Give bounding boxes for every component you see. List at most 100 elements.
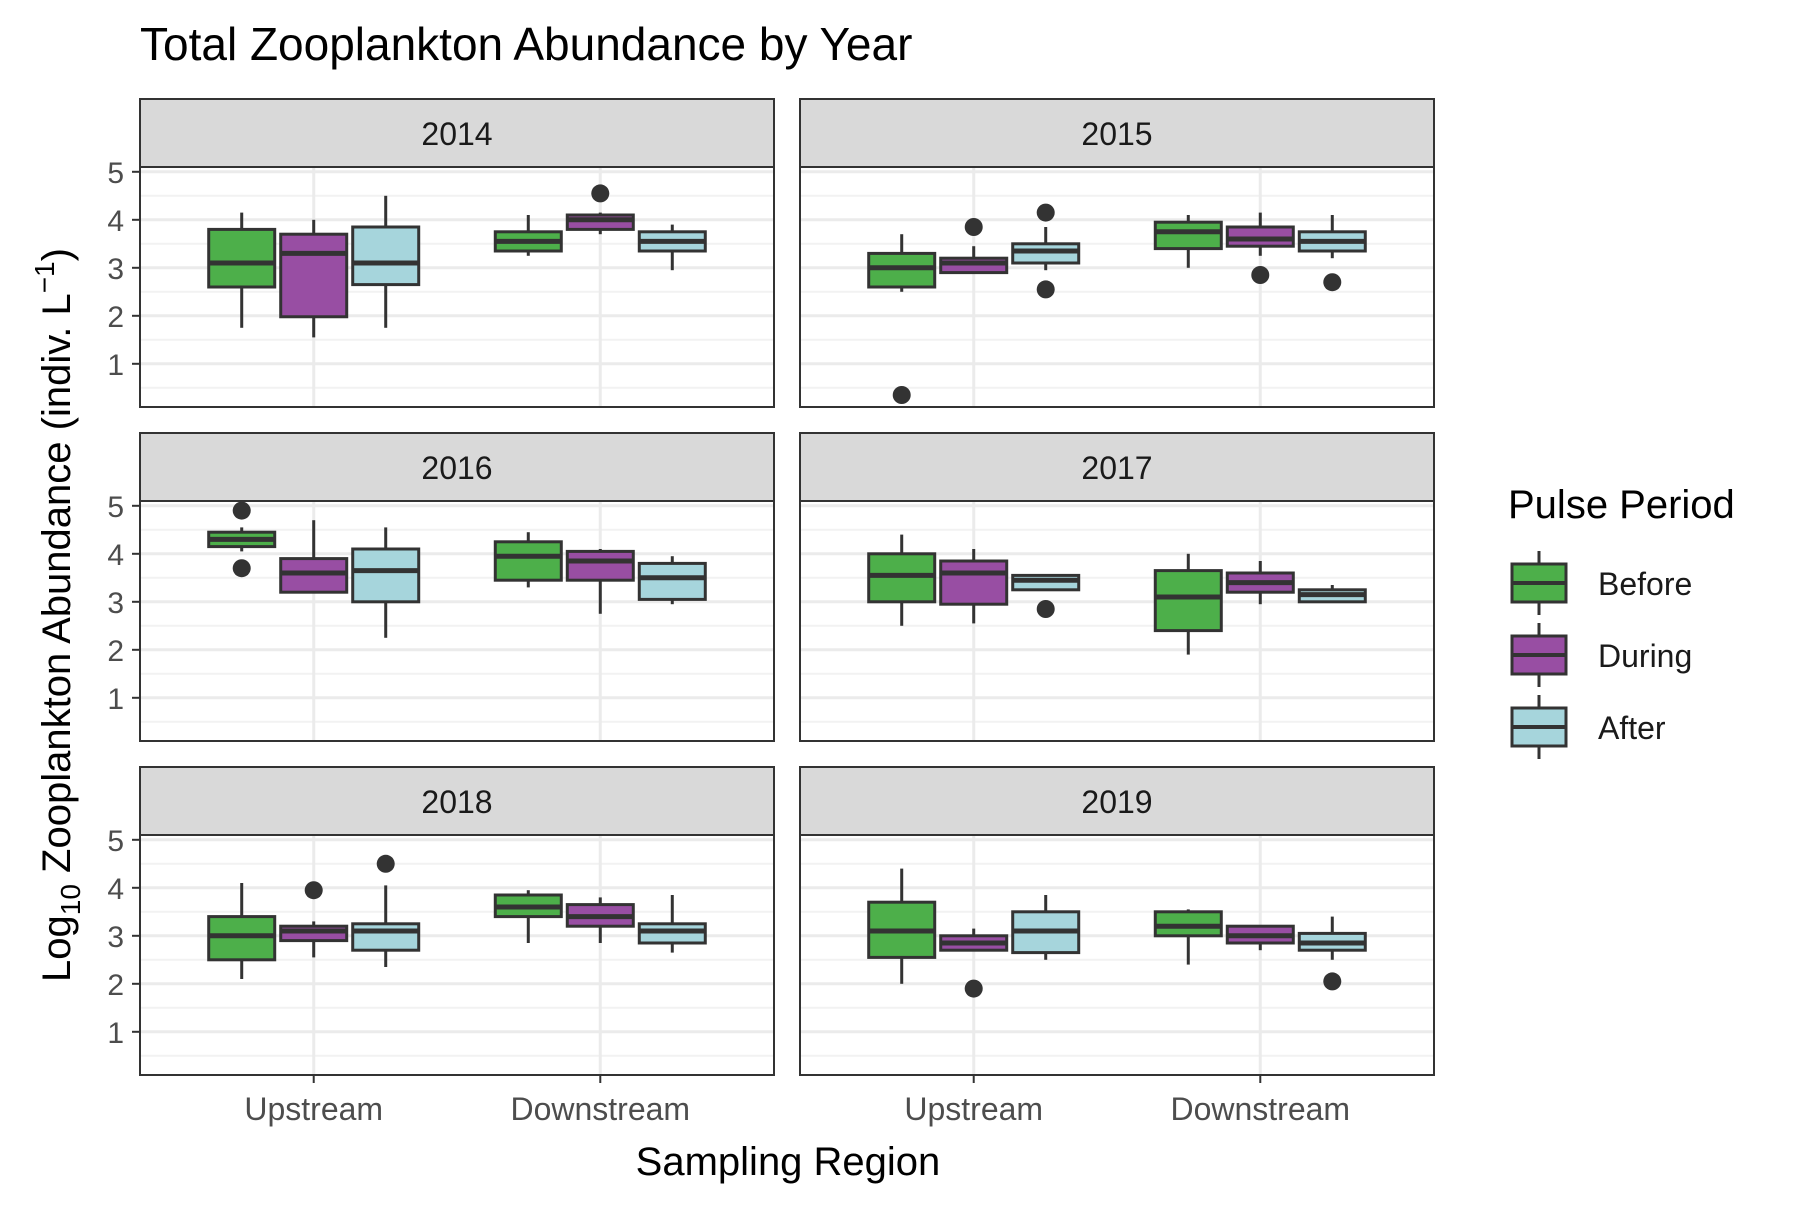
x-tick-label: Downstream bbox=[510, 1091, 690, 1127]
y-tick-label: 3 bbox=[107, 587, 124, 620]
y-tick-label: 1 bbox=[107, 1017, 124, 1050]
legend-item-during: During bbox=[1510, 623, 1692, 687]
box-upstream-during bbox=[939, 218, 1009, 275]
box-body bbox=[493, 540, 563, 582]
facet-panel-2019: 2019 Upstream Downstream bbox=[799, 766, 1435, 1127]
outlier-point bbox=[1036, 203, 1055, 222]
strip-label: 2019 bbox=[1081, 784, 1152, 820]
box-downstream-during bbox=[1225, 212, 1295, 284]
outlier-point bbox=[376, 854, 395, 873]
x-tick-label: Upstream bbox=[244, 1091, 383, 1127]
y-tick-label: 5 bbox=[107, 825, 124, 858]
box-upstream-before bbox=[867, 534, 937, 626]
facet-panel-2016: 2016 1 2 3 4 5 bbox=[107, 432, 775, 742]
box-downstream-after bbox=[637, 224, 707, 271]
x-axis-title: Sampling Region bbox=[636, 1140, 941, 1184]
strip-label: 2018 bbox=[421, 784, 492, 820]
y-tick-label: 4 bbox=[107, 873, 124, 906]
x-tick-label: Upstream bbox=[904, 1091, 1043, 1127]
y-tick-label: 2 bbox=[107, 969, 124, 1002]
box-upstream-during bbox=[279, 219, 349, 338]
y-tick-label: 3 bbox=[107, 921, 124, 954]
y-axis-title-subscript: 10 bbox=[55, 884, 86, 915]
box-downstream-before bbox=[1153, 909, 1223, 965]
box-downstream-before bbox=[493, 215, 563, 256]
box-body bbox=[351, 225, 421, 287]
box-body bbox=[1153, 569, 1223, 633]
box-upstream-during bbox=[939, 549, 1009, 624]
box-downstream-before bbox=[1153, 215, 1223, 268]
legend-label: During bbox=[1598, 638, 1692, 674]
chart-title: Total Zooplankton Abundance by Year bbox=[140, 18, 912, 70]
box-body bbox=[565, 549, 635, 582]
strip-background bbox=[139, 766, 775, 836]
box-upstream-before bbox=[207, 501, 277, 578]
x-tick-label: Downstream bbox=[1170, 1091, 1350, 1127]
outlier-point bbox=[1323, 972, 1342, 991]
box-upstream-during bbox=[939, 928, 1009, 998]
box-body bbox=[1153, 220, 1223, 251]
box-downstream-during bbox=[1225, 924, 1295, 951]
box-upstream-after bbox=[351, 195, 421, 328]
y-tick-label: 1 bbox=[107, 349, 124, 382]
y-tick-label: 5 bbox=[107, 491, 124, 524]
legend-item-before: Before bbox=[1510, 551, 1692, 615]
box-body bbox=[207, 227, 277, 289]
legend-title: Pulse Period bbox=[1508, 483, 1735, 527]
box-downstream-during bbox=[1225, 561, 1295, 605]
box-upstream-before bbox=[207, 212, 277, 328]
box-upstream-during bbox=[279, 520, 349, 594]
y-tick-label: 4 bbox=[107, 539, 124, 572]
strip-background bbox=[139, 432, 775, 502]
box-downstream-after bbox=[1297, 215, 1367, 292]
outlier-point bbox=[1251, 266, 1270, 284]
strip-background bbox=[799, 98, 1435, 168]
strip-label: 2017 bbox=[1081, 450, 1152, 486]
outlier-point bbox=[1036, 600, 1055, 618]
box-downstream-after bbox=[1297, 916, 1367, 991]
box-body bbox=[637, 561, 707, 601]
box-upstream-after bbox=[1011, 203, 1081, 299]
y-axis-title-superscript: −1 bbox=[29, 261, 60, 293]
box-downstream-during bbox=[565, 184, 635, 235]
legend-label: After bbox=[1598, 710, 1666, 746]
y-tick-label: 2 bbox=[107, 301, 124, 334]
box-downstream-before bbox=[493, 532, 563, 588]
box-body bbox=[351, 922, 421, 952]
y-tick-label: 5 bbox=[107, 157, 124, 190]
box-upstream-before bbox=[867, 868, 937, 984]
outlier-point bbox=[1036, 280, 1055, 299]
y-axis-title-prefix: Log bbox=[35, 915, 79, 982]
outlier-point bbox=[304, 881, 323, 900]
strip-background bbox=[799, 766, 1435, 836]
box-upstream-before bbox=[207, 883, 277, 979]
outlier-point bbox=[964, 979, 983, 998]
outlier-point bbox=[232, 501, 251, 520]
strip-background bbox=[799, 432, 1435, 502]
y-tick-label: 1 bbox=[107, 683, 124, 716]
outlier-point bbox=[1323, 273, 1342, 292]
box-body bbox=[279, 232, 349, 319]
strip-background bbox=[139, 98, 775, 168]
facet-panel-2015: 2015 bbox=[799, 98, 1435, 408]
box-downstream-during bbox=[565, 897, 635, 943]
box-downstream-during bbox=[565, 549, 635, 614]
box-body bbox=[939, 559, 1009, 606]
box-body bbox=[351, 547, 421, 604]
panel-background bbox=[800, 501, 1434, 741]
box-downstream-before bbox=[493, 890, 563, 943]
facet-panel-2018: 2018 1 2 3 4 5 Upstream Downstream bbox=[107, 766, 775, 1127]
facet-panels: 2014 1 2 3 4 5 2015 2016 1 2 3 4 5 2017 2018 1 2 3 4 5 Upstr… bbox=[107, 98, 1435, 1127]
y-axis-title-main: Zooplankton Abundance (indiv. L bbox=[35, 293, 79, 884]
y-axis-title-suffix: ) bbox=[35, 248, 79, 261]
legend: Pulse Period Before During After bbox=[1508, 483, 1735, 759]
box-upstream-after bbox=[351, 527, 421, 638]
box-downstream-after bbox=[637, 895, 707, 953]
facet-panel-2014: 2014 1 2 3 4 5 bbox=[107, 98, 775, 408]
y-axis-title: Log10 Zooplankton Abundance (indiv. L−1) bbox=[29, 248, 86, 982]
facet-panel-2017: 2017 bbox=[799, 432, 1435, 742]
strip-label: 2014 bbox=[421, 116, 492, 152]
outlier-point bbox=[964, 218, 983, 236]
outlier-point bbox=[232, 559, 251, 578]
